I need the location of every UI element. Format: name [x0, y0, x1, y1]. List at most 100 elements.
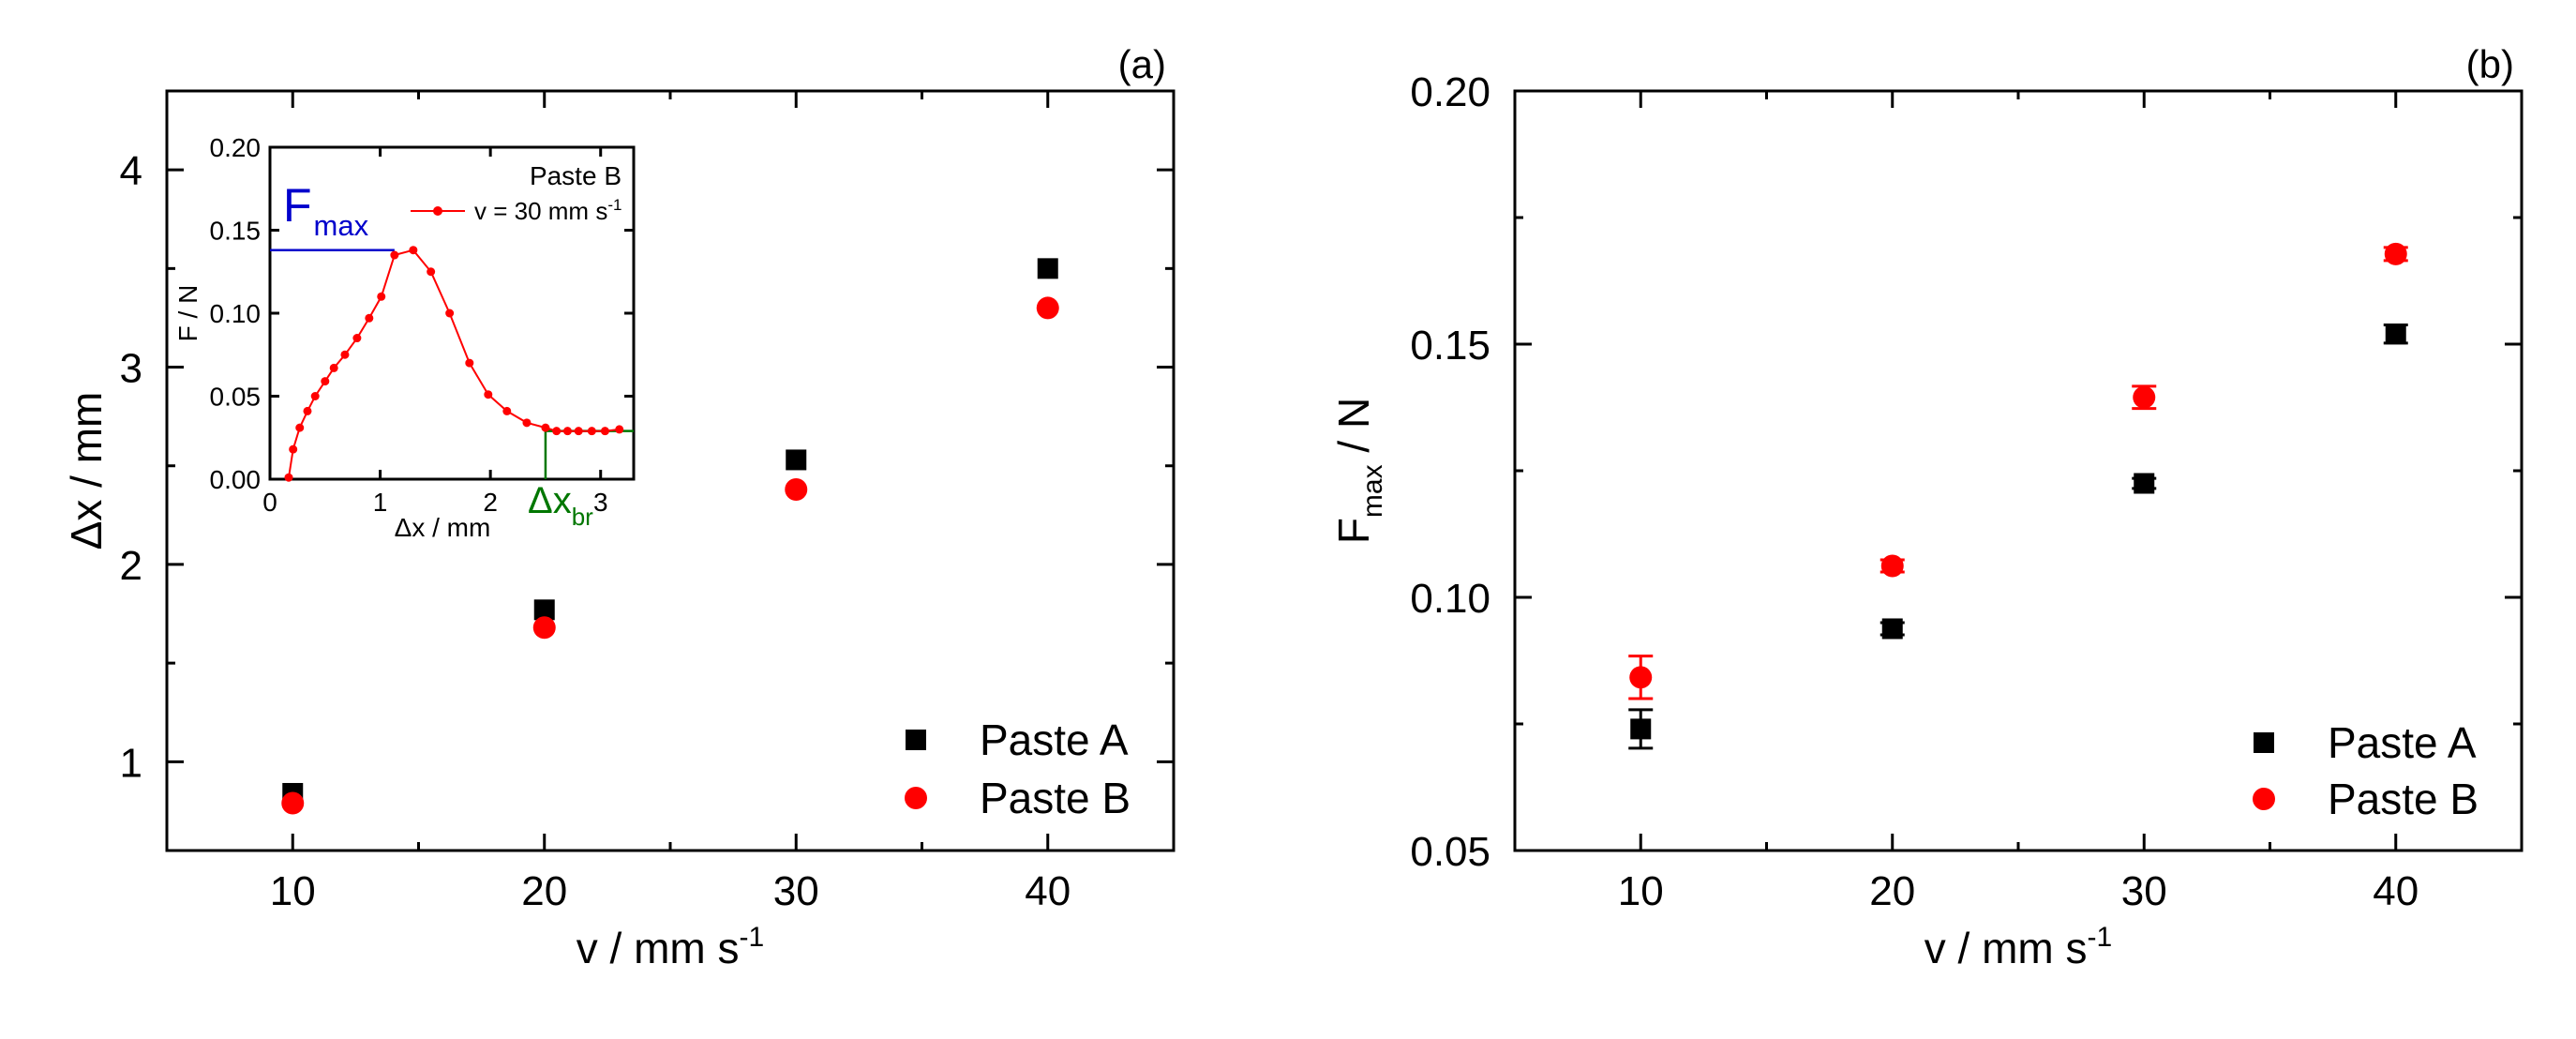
inset-x-tick-label: 3 — [593, 488, 608, 517]
x-tick-label: 30 — [2121, 868, 2167, 914]
inset-point — [321, 377, 330, 386]
panel-a-label: (a) — [1118, 42, 1166, 86]
inset-point — [615, 425, 624, 434]
inset-x-tick-label: 2 — [483, 488, 498, 517]
inset-point — [427, 267, 436, 277]
x-tick-label: 20 — [1869, 868, 1915, 914]
panel-b-y-axis-label: Fmax / N — [1329, 398, 1388, 544]
panel-a-x-axis-label: v / mm s-1 — [577, 922, 764, 972]
inset-legend-label: v = 30 mm s-1 — [474, 196, 622, 225]
inset-x-tick-label: 1 — [373, 488, 388, 517]
panel-b-legend-marker-paste-b — [2253, 788, 2275, 810]
inset-x-tick-label: 0 — [262, 488, 277, 517]
inset-point — [409, 246, 418, 255]
inset-point — [522, 418, 532, 428]
panel-b-data-points — [1628, 242, 2408, 750]
point-paste-a — [533, 599, 555, 621]
point-paste-b — [1036, 296, 1059, 320]
inset-point — [445, 309, 455, 318]
x-tick-label: 20 — [521, 868, 567, 914]
point-paste-a — [2134, 473, 2155, 494]
x-tick-label: 10 — [1618, 868, 1664, 914]
inset-point — [574, 427, 583, 436]
point-paste-a — [1881, 618, 1903, 640]
panel-a-y-axis-label: Δx / mm — [62, 392, 111, 550]
point-paste-a — [2385, 324, 2406, 345]
inset-point — [352, 334, 362, 343]
x-tick-label: 10 — [270, 868, 316, 914]
point-paste-b — [532, 616, 556, 640]
inset-point — [390, 250, 399, 260]
panel-b-x-axis-label: v / mm s-1 — [1925, 922, 2112, 972]
point-paste-b — [1880, 554, 1904, 578]
x-tick-label: 30 — [773, 868, 819, 914]
inset-fmax-annotation: Fmax — [283, 179, 369, 242]
panel-a-legend-marker-paste-b — [905, 787, 927, 809]
inset-axis-ticks — [268, 145, 634, 481]
y-tick-label: 0.10 — [1410, 576, 1490, 622]
point-paste-a — [1037, 258, 1058, 279]
inset-y-tick-label: 0.00 — [210, 465, 262, 494]
inset-point — [303, 406, 312, 415]
inset-y-tick-label: 0.15 — [210, 217, 262, 246]
inset-y-tick-label: 0.20 — [210, 133, 262, 162]
y-tick-label: 4 — [120, 148, 142, 194]
inset-x-axis-label: Δx / mm — [395, 513, 491, 542]
inset-point — [484, 390, 493, 399]
panel-b-legend-label-paste-a: Paste A — [2328, 718, 2477, 767]
inset-y-axis-label: F / N — [173, 285, 202, 342]
inset-series — [284, 246, 624, 482]
panel-b-legend: Paste A Paste B — [2253, 718, 2479, 823]
inset-point — [587, 427, 596, 436]
inset-point — [600, 427, 609, 436]
inset-point — [502, 406, 512, 415]
inset-point — [465, 358, 474, 368]
panel-a-legend: Paste A Paste B — [905, 715, 1131, 822]
panel-a-x-tick-labels: 10 20 30 40 — [270, 868, 1071, 914]
y-tick-label: 2 — [120, 543, 142, 589]
panel-a-axis-ticks — [167, 91, 1174, 851]
y-tick-label: 1 — [120, 740, 142, 786]
y-tick-label: 0.20 — [1410, 69, 1490, 115]
inset-point — [289, 444, 298, 454]
inset-y-tick-label: 0.05 — [210, 383, 262, 412]
inset-point — [377, 292, 386, 301]
inset-point — [284, 473, 293, 482]
inset-dxbr-annotation: Δxbr — [528, 480, 593, 531]
panel-b: (b) 10 20 30 40 0.05 0.10 0.15 0.20 v / mm s-1… — [1329, 42, 2524, 972]
panel-b-legend-label-paste-b: Paste B — [2328, 775, 2479, 823]
inset-legend-marker — [433, 206, 442, 216]
inset-y-tick-label: 0.10 — [210, 299, 262, 328]
panel-b-axis-ticks — [1515, 89, 2522, 852]
inset-title: Paste B — [530, 161, 622, 190]
point-paste-b — [785, 477, 808, 501]
x-tick-label: 40 — [2373, 868, 2419, 914]
panel-a-data-points — [281, 258, 1059, 815]
point-paste-b — [281, 791, 305, 815]
inset-guide-lines — [270, 248, 634, 479]
inset-point — [329, 363, 338, 372]
inset-point — [552, 427, 562, 436]
panel-b-label: (b) — [2466, 42, 2514, 86]
y-tick-label: 0.05 — [1410, 829, 1490, 875]
point-paste-b — [2384, 242, 2407, 265]
panel-a-legend-marker-paste-a — [906, 730, 926, 750]
inset-point — [340, 350, 350, 359]
inset-point — [365, 313, 374, 323]
panel-b-legend-marker-paste-a — [2254, 732, 2274, 753]
panel-a-legend-label-paste-b: Paste B — [980, 774, 1131, 822]
inset-y-tick-labels: 0.00 0.05 0.10 0.15 0.20 — [210, 133, 262, 494]
panel-a-legend-label-paste-a: Paste A — [980, 715, 1129, 764]
panel-b-x-tick-labels: 10 20 30 40 — [1618, 868, 2419, 914]
point-paste-a — [786, 449, 807, 471]
inset-series-line — [288, 248, 620, 478]
point-paste-b — [2133, 385, 2156, 409]
y-tick-label: 0.15 — [1410, 323, 1490, 369]
inset-point — [562, 427, 572, 436]
inset-point — [310, 392, 320, 400]
y-tick-label: 3 — [120, 346, 142, 392]
panel-b-y-tick-labels: 0.05 0.10 0.15 0.20 — [1410, 69, 1490, 875]
